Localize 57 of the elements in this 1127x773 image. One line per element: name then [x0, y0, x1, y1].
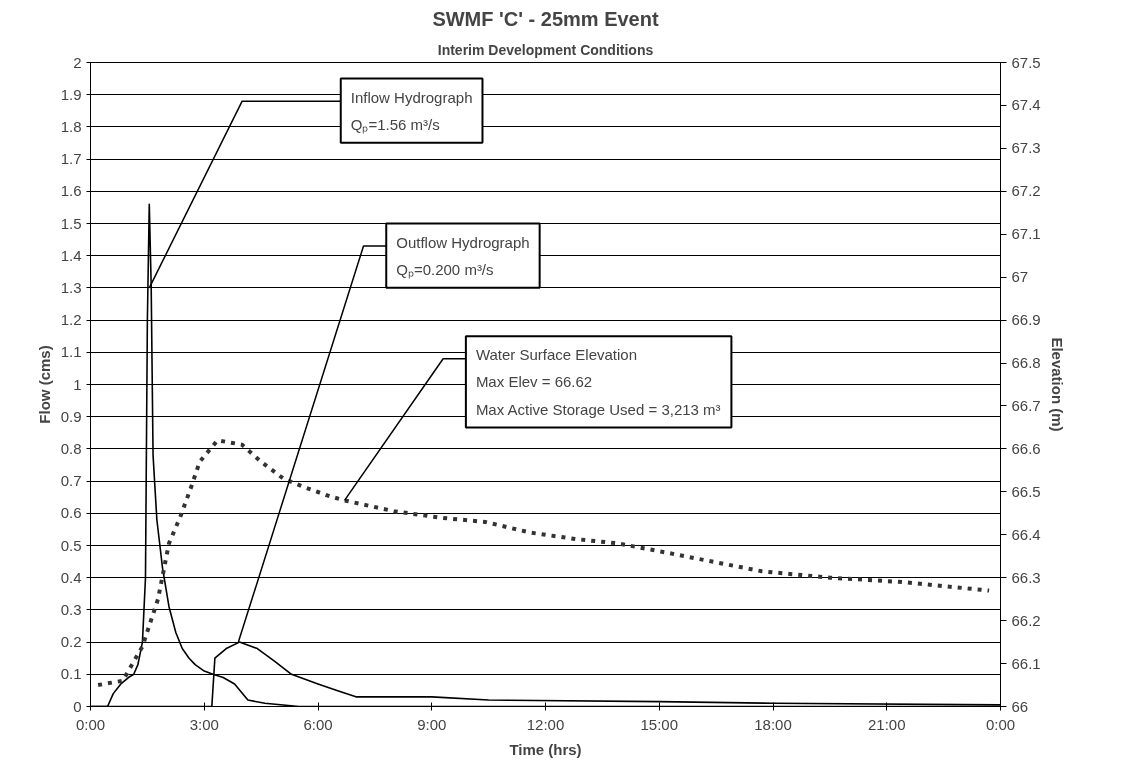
- y2-tick-label: 67.2: [1011, 182, 1041, 200]
- y-tick-label: 0: [73, 697, 82, 715]
- y-tick-label: 0.5: [60, 536, 82, 554]
- y-tick-label: 1.1: [60, 343, 82, 361]
- x-tick-label: 6:00: [303, 715, 333, 733]
- y-tick-label: 0.1: [60, 665, 82, 683]
- y-tick-label: 2: [73, 53, 82, 71]
- y2-tick-label: 67.1: [1011, 225, 1041, 243]
- y-axis-title: Flow (cms): [35, 345, 53, 424]
- y-tick-label: 0.7: [60, 472, 82, 490]
- annotation: Qₚ=0.200 m³/s: [396, 260, 494, 279]
- text: Inflow Hydrograph: [350, 88, 473, 106]
- x-axis-title: Time (hrs): [509, 740, 582, 758]
- x-tick-label: 0:00: [985, 715, 1016, 733]
- text: Outflow Hydrograph: [396, 233, 530, 251]
- y2-tick-label: 66.2: [1011, 611, 1041, 629]
- y2-axis-title: Elevation (m): [1048, 337, 1066, 432]
- y-tick-label: 1.7: [60, 150, 82, 168]
- x-tick-label: 3:00: [189, 715, 219, 733]
- y-tick-label: 0.6: [60, 504, 82, 522]
- y2-tick-label: 66: [1011, 697, 1029, 715]
- y2-tick-label: 66.6: [1011, 439, 1041, 457]
- y-tick-label: 1.6: [60, 182, 82, 200]
- x-tick-label: 21:00: [867, 715, 906, 733]
- y-tick-label: 0.8: [60, 439, 82, 457]
- y-tick-label: 1.4: [60, 246, 82, 264]
- chart-title: SWMF 'C' - 25mm Event: [432, 7, 659, 30]
- x-tick-label: 0:00: [75, 715, 106, 733]
- y2-tick-label: 66.7: [1011, 396, 1041, 414]
- annotation: Qₚ=1.56 m³/s: [350, 115, 440, 134]
- y2-tick-label: 66.9: [1011, 311, 1041, 329]
- x-tick-label: 12:00: [526, 715, 565, 733]
- y-tick-label: 1.2: [60, 311, 82, 329]
- y2-tick-label: 66.4: [1011, 525, 1041, 543]
- y-tick-label: 0.9: [60, 407, 82, 425]
- y2-tick-label: 67.4: [1011, 96, 1041, 114]
- y-tick-label: 1.9: [60, 85, 82, 103]
- x-tick-label: 15:00: [640, 715, 679, 733]
- y2-tick-label: 66.1: [1011, 654, 1041, 672]
- annotation: Max Elev = 66.62 Max Active Storage Used = 3,213 m³: [475, 373, 721, 418]
- y2-tick-label: 66.8: [1011, 354, 1041, 372]
- y-tick-label: 1.8: [60, 117, 82, 135]
- y2-tick-label: 67: [1011, 268, 1029, 286]
- y2-tick-label: 66.5: [1011, 482, 1041, 500]
- text: Water Surface Elevation: [475, 346, 638, 364]
- y-tick-label: 0.2: [60, 633, 82, 651]
- y2-tick-label: 67.5: [1011, 53, 1041, 71]
- y-tick-label: 0.3: [60, 600, 82, 618]
- x-tick-label: 9:00: [417, 715, 447, 733]
- y-tick-label: 1: [73, 375, 82, 393]
- y-tick-label: 1.5: [60, 214, 82, 232]
- chart-subtitle: Interim Development Conditions: [437, 41, 654, 58]
- y-tick-label: 1.3: [60, 278, 82, 296]
- y-tick-label: 0.4: [60, 568, 82, 586]
- y2-tick-label: 66.3: [1011, 568, 1041, 586]
- x-tick-label: 18:00: [754, 715, 792, 733]
- y2-tick-label: 67.3: [1011, 139, 1041, 157]
